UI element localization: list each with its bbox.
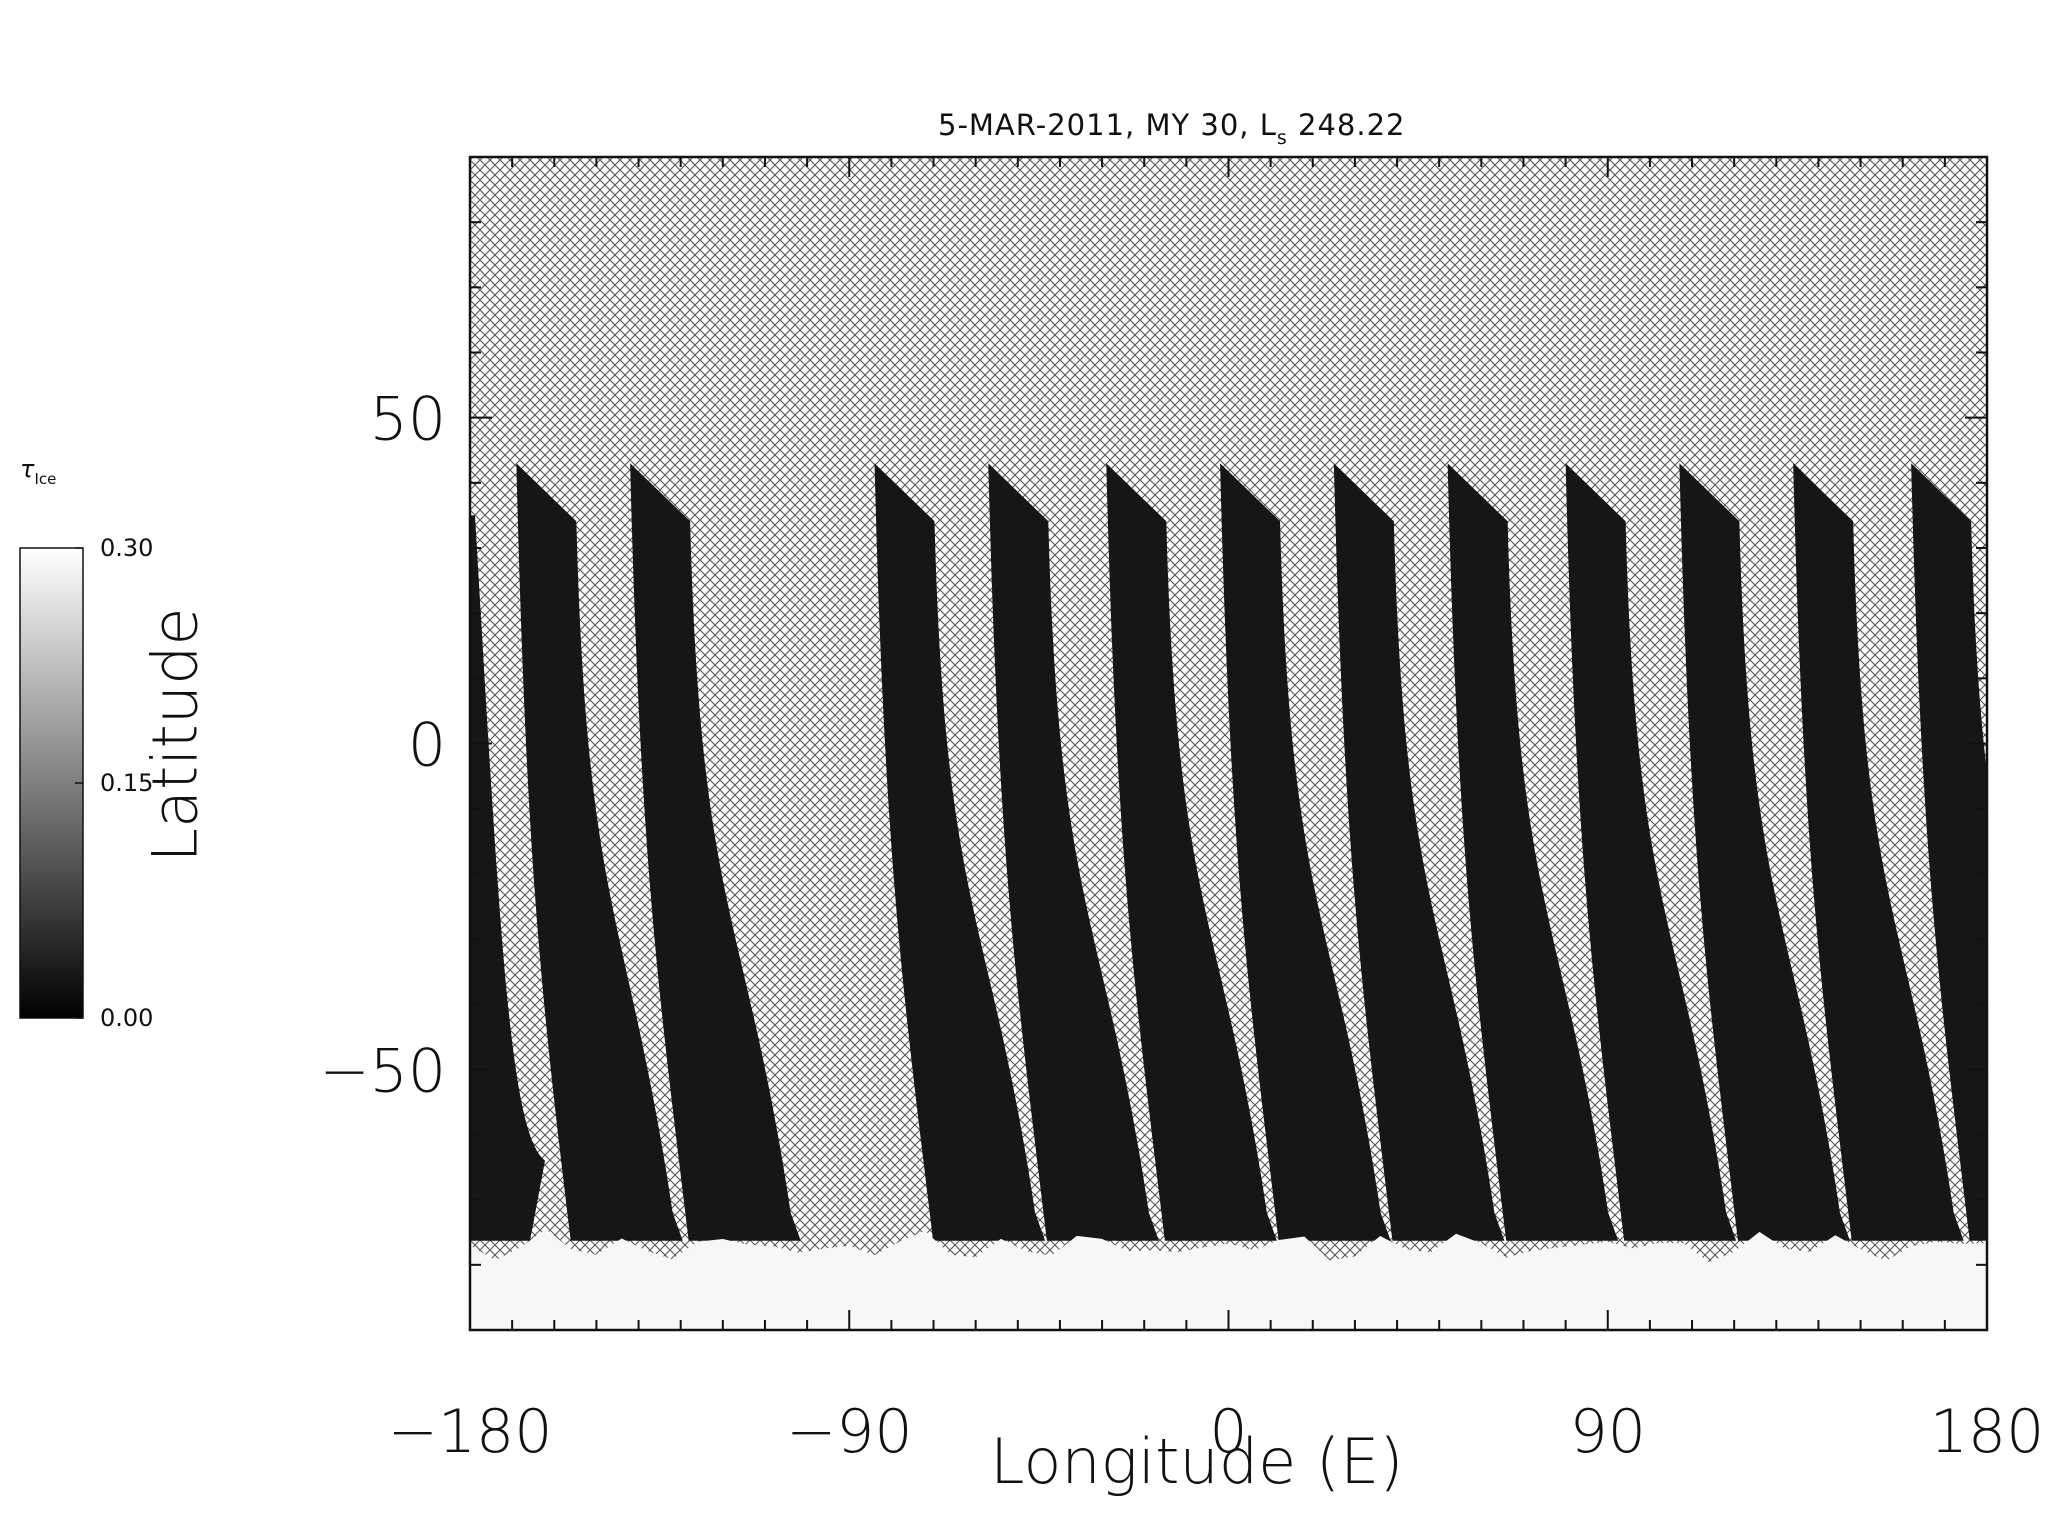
swath-7 bbox=[1333, 463, 1505, 1241]
swath-2 bbox=[630, 463, 801, 1241]
x-tick-label: 180 bbox=[1930, 1397, 2045, 1467]
colorbar-title-symbol: τ bbox=[20, 455, 35, 483]
colorbar-tick-label: 0.15 bbox=[100, 769, 153, 797]
y-tick-label: 50 bbox=[370, 385, 446, 455]
data-layer bbox=[470, 463, 1987, 1330]
x-tick-label: 90 bbox=[1570, 1397, 1646, 1467]
swath-12 bbox=[1911, 463, 1987, 1241]
x-tick-label: 0 bbox=[1209, 1397, 1247, 1467]
swath-11 bbox=[1793, 463, 1964, 1241]
swath-3 bbox=[874, 463, 1046, 1241]
polar-ice-band bbox=[470, 1229, 1987, 1330]
chart-title-value: 248.22 bbox=[1287, 108, 1406, 142]
swath-5 bbox=[1106, 463, 1277, 1241]
swath-9 bbox=[1565, 463, 1737, 1241]
chart-title-main: 5-MAR-2011, MY 30, L bbox=[938, 108, 1277, 142]
swath-wrap bbox=[470, 515, 545, 1241]
swath-6 bbox=[1220, 463, 1391, 1241]
colorbar-tick-label: 0.00 bbox=[100, 1004, 153, 1032]
colorbar-title: τIce bbox=[20, 455, 56, 488]
colorbar bbox=[19, 547, 84, 1019]
chart-title-subscript: s bbox=[1276, 127, 1288, 149]
colorbar-title-subscript: Ice bbox=[34, 470, 57, 488]
swath-8 bbox=[1447, 463, 1619, 1241]
chart-title: 5-MAR-2011, MY 30, Ls 248.22 bbox=[938, 108, 1406, 149]
x-tick-label: −90 bbox=[786, 1397, 913, 1467]
swath-4 bbox=[988, 463, 1159, 1241]
x-axis-label: Longitude (E) bbox=[990, 1425, 1404, 1498]
y-axis-label: Latitude bbox=[138, 607, 212, 863]
colorbar-tick-label: 0.30 bbox=[100, 534, 153, 562]
x-tick-label: −180 bbox=[388, 1397, 553, 1467]
y-tick-label: 0 bbox=[408, 711, 446, 781]
swath-1 bbox=[516, 463, 683, 1241]
swath-10 bbox=[1679, 463, 1850, 1241]
y-tick-label: −50 bbox=[319, 1036, 446, 1106]
